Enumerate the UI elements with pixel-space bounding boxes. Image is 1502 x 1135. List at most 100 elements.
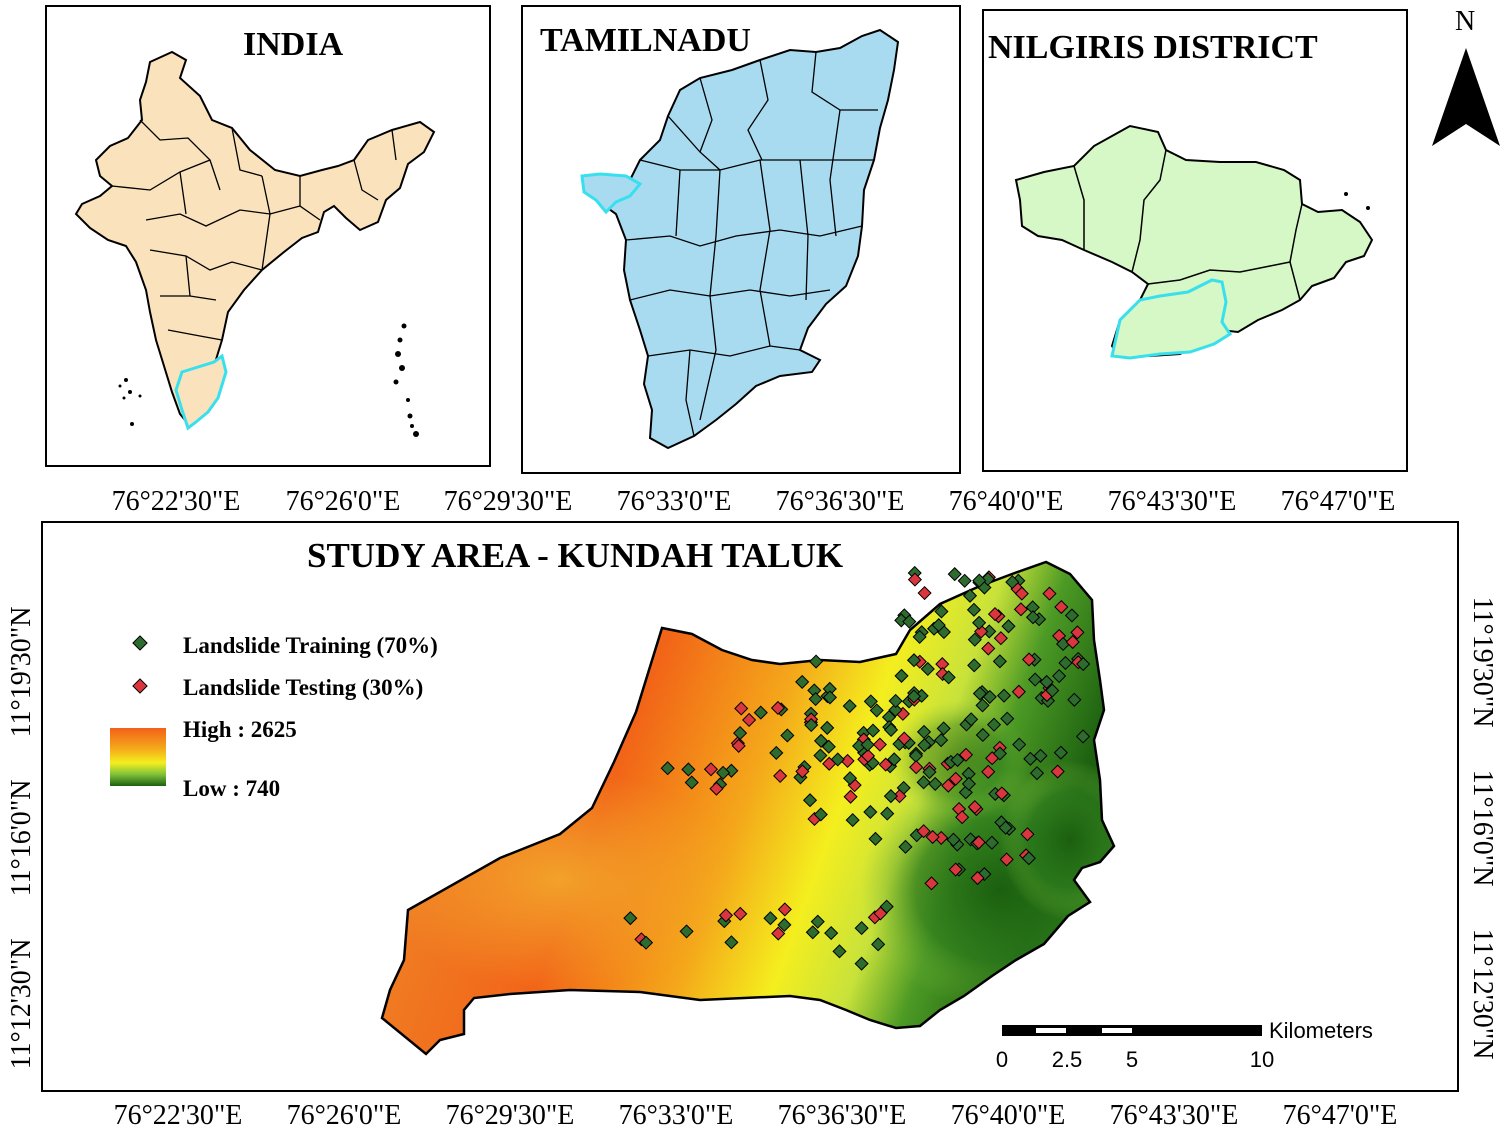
tamilnadu-map <box>580 28 900 450</box>
landslide-point-marker <box>808 691 823 707</box>
landslide-point-marker <box>843 789 858 804</box>
landslide-point-marker <box>1013 602 1029 617</box>
landslide-point-marker <box>780 728 795 743</box>
landslide-point-marker <box>869 703 884 718</box>
landslide-point-marker <box>813 748 828 763</box>
landslide-point-marker <box>1029 766 1045 781</box>
landslide-point-marker <box>795 674 810 689</box>
landslide-point-marker <box>967 658 982 673</box>
landslide-point-marker <box>909 760 924 775</box>
landslide-point-marker <box>970 870 985 886</box>
bottom-tick-label: 76°26'0"E <box>287 1100 402 1131</box>
landslide-point-marker <box>996 688 1012 703</box>
landslide-point-marker <box>966 602 982 617</box>
landslide-point-marker <box>981 641 996 656</box>
landslide-point-marker <box>967 632 982 647</box>
landslide-point-marker <box>822 690 838 705</box>
landslide-point-marker <box>1050 764 1065 779</box>
left-tick-label: 11°16'0"N <box>6 780 37 897</box>
landslide-point-marker <box>813 733 829 748</box>
landslide-point-marker <box>897 731 912 746</box>
landslide-point-marker <box>962 588 978 603</box>
bottom-tick-label: 76°47'0"E <box>1283 1100 1398 1131</box>
north-arrow <box>1432 48 1500 146</box>
landslide-point-marker <box>888 693 903 709</box>
landslide-point-marker <box>842 771 858 786</box>
landslide-point-marker <box>972 686 987 701</box>
landslide-point-marker <box>975 727 990 743</box>
landslide-point-marker <box>845 812 860 828</box>
landslide-point-marker <box>975 698 990 713</box>
landslide-point-marker <box>805 925 820 940</box>
landslide-point-marker <box>1001 619 1016 634</box>
landslide-point-marker <box>898 839 913 854</box>
landslide-point-marker <box>936 721 951 736</box>
nilgiris-inset-title: NILGIRIS DISTRICT <box>988 29 1318 66</box>
landslide-point-marker <box>1014 586 1029 601</box>
scale-tick-label: 0 <box>996 1047 1008 1072</box>
landslide-point-marker <box>840 753 855 768</box>
landslide-point-marker <box>802 793 818 808</box>
main-map-title: STUDY AREA - KUNDAH TALUK <box>307 536 844 575</box>
landslide-point-marker <box>888 702 903 718</box>
landslide-point-marker <box>950 752 965 768</box>
india-inset-title: INDIA <box>243 26 344 63</box>
left-ticks: 11°19'30"N 11°16'0"N 11°12'30"N <box>6 607 37 1070</box>
nilgiris-taluk-borders <box>1073 149 1303 301</box>
nilgiris-islets <box>1344 192 1370 210</box>
landslide-point-marker <box>804 717 819 733</box>
tamilnadu-inset-title: TAMILNADU <box>540 22 751 59</box>
landslide-point-marker <box>660 761 675 776</box>
landslide-point-marker <box>684 775 699 790</box>
legend-low-label: Low : 740 <box>183 776 280 801</box>
landslide-point-marker <box>731 738 746 753</box>
landslide-point-marker <box>1076 656 1091 672</box>
landslide-point-marker <box>1011 684 1026 699</box>
landslide-point-marker <box>994 786 1009 801</box>
landslide-point-marker <box>777 902 792 917</box>
landslide-point-marker <box>992 654 1007 669</box>
right-tick-label: 11°16'0"N <box>1467 770 1498 887</box>
landslide-point-marker <box>1021 652 1037 667</box>
bottom-tick-label: 76°36'30"E <box>778 1100 907 1131</box>
legend-testing-symbol <box>132 678 148 694</box>
tamilnadu-outline <box>600 28 900 450</box>
legend-training-label: Landslide Training (70%) <box>183 633 438 658</box>
right-tick-label: 11°12'30"N <box>1467 929 1498 1060</box>
landslide-point-marker <box>638 935 654 950</box>
landslide-point-marker <box>941 670 956 685</box>
landslide-point-marker <box>1056 636 1071 652</box>
india-tamilnadu-highlight <box>174 353 228 431</box>
landslide-point-marker <box>813 807 828 822</box>
top-tick-label: 76°22'30"E <box>112 486 241 517</box>
study-area-boundary <box>380 560 1116 1056</box>
nilgiris-outline <box>1014 124 1374 357</box>
landslide-point-marker <box>971 835 986 850</box>
landslide-point-marker <box>917 738 932 753</box>
landslide-point-marker <box>946 832 961 847</box>
landslide-point-marker <box>733 725 748 741</box>
landslide-point-marker <box>763 911 778 926</box>
landslide-point-marker <box>947 567 962 582</box>
landslide-point-marker <box>773 768 788 783</box>
landslide-point-marker <box>928 776 943 792</box>
legend: Landslide Training (70%) Landslide Testi… <box>110 633 438 801</box>
landslide-point-marker <box>925 829 940 845</box>
landslide-point-marker <box>964 712 979 727</box>
landslide-point-marker <box>883 789 898 804</box>
landslide-point-marker <box>992 746 1007 761</box>
landslide-point-marker <box>753 705 768 720</box>
landslide-point-marker <box>777 917 792 932</box>
landslide-point-marker <box>957 573 972 588</box>
scale-tick-label: 10 <box>1250 1047 1274 1072</box>
landslide-point-marker <box>832 944 847 959</box>
landslide-point-marker <box>742 712 757 728</box>
legend-high-label: High : 2625 <box>183 717 297 742</box>
landslide-point-marker <box>984 835 999 850</box>
landslide-point-marker <box>972 573 987 588</box>
landslide-point-marker <box>1052 668 1067 684</box>
landslide-point-marker <box>733 906 748 921</box>
nilgiris-kundah-highlight <box>1110 278 1233 360</box>
landslide-point-marker <box>948 771 963 786</box>
top-tick-label: 76°29'30"E <box>444 486 573 517</box>
